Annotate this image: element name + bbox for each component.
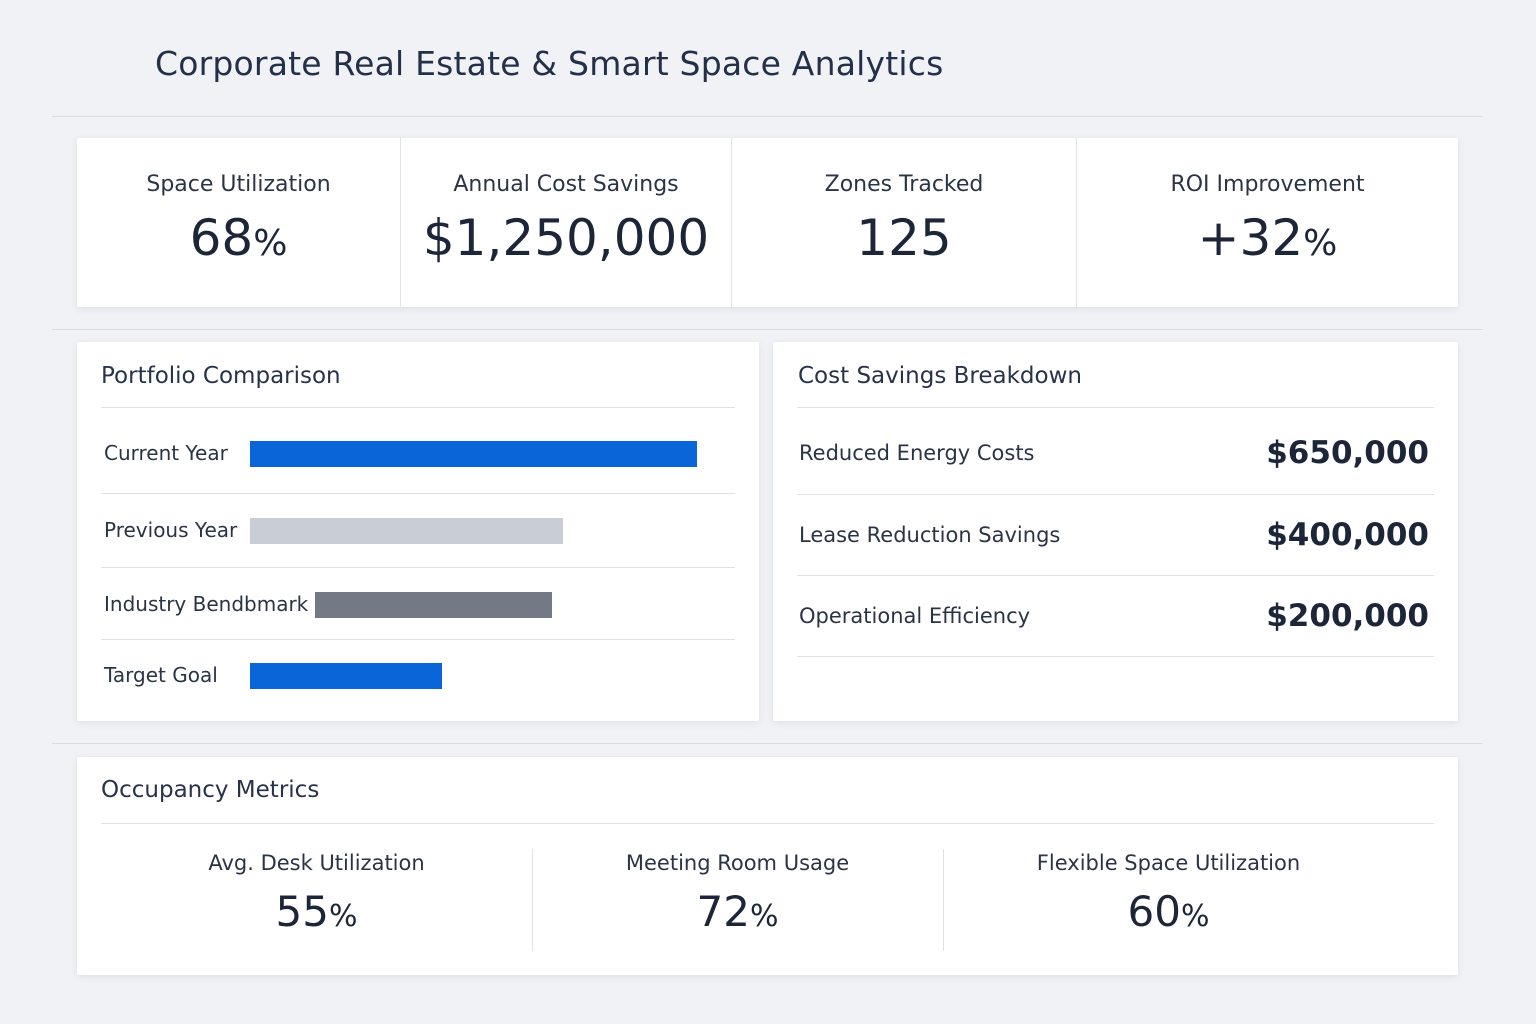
section-divider <box>52 329 1483 330</box>
bar-target-goal <box>250 663 442 689</box>
kpi-label: ROI Improvement <box>1170 172 1365 197</box>
panel-divider <box>797 407 1434 408</box>
cost-savings-panel: Cost Savings Breakdown Reduced Energy Co… <box>773 342 1458 721</box>
occupancy-metrics-panel: Occupancy Metrics Avg. Desk Utilization … <box>77 757 1458 975</box>
savings-label: Reduced Energy Costs <box>799 441 1035 465</box>
row-divider <box>101 493 735 494</box>
bar-current-year <box>250 441 697 467</box>
metric-desk-utilization: Avg. Desk Utilization 55% <box>101 851 532 951</box>
row-divider <box>101 639 735 640</box>
kpi-value: $1,250,000 <box>422 209 710 267</box>
portfolio-comparison-panel: Portfolio Comparison Current Year Previo… <box>77 342 759 721</box>
panel-title: Occupancy Metrics <box>101 777 320 803</box>
kpi-strip: Space Utilization 68% Annual Cost Saving… <box>77 138 1458 307</box>
bar-previous-year <box>250 518 563 544</box>
kpi-label: Zones Tracked <box>824 172 984 197</box>
metric-label: Avg. Desk Utilization <box>208 851 425 875</box>
panel-divider <box>101 407 735 408</box>
page-title: Corporate Real Estate & Smart Space Anal… <box>155 44 944 83</box>
metric-meeting-room-usage: Meeting Room Usage 72% <box>532 851 943 951</box>
row-divider <box>797 656 1434 657</box>
header-divider <box>52 116 1483 117</box>
bar-label: Previous Year <box>104 518 238 542</box>
metric-label: Meeting Room Usage <box>625 851 850 875</box>
kpi-space-utilization: Space Utilization 68% <box>77 138 400 307</box>
bar-label: Industry Bendbmark <box>104 592 309 616</box>
row-divider <box>101 567 735 568</box>
metric-value: 55% <box>275 887 358 936</box>
metric-value: 60% <box>1127 887 1210 936</box>
row-divider <box>797 494 1434 495</box>
kpi-annual-cost-savings: Annual Cost Savings $1,250,000 <box>400 138 731 307</box>
row-divider <box>797 575 1434 576</box>
savings-label: Lease Reduction Savings <box>799 523 1061 547</box>
metric-label: Flexible Space Utilization <box>1036 851 1301 875</box>
panel-divider <box>101 823 1434 824</box>
kpi-zones-tracked: Zones Tracked 125 <box>731 138 1076 307</box>
kpi-value: +32% <box>1197 209 1338 267</box>
metric-flexible-space-utilization: Flexible Space Utilization 60% <box>943 851 1394 951</box>
bar-label: Target Goal <box>104 663 218 687</box>
panel-title: Portfolio Comparison <box>101 363 341 389</box>
metric-value: 72% <box>696 887 779 936</box>
panel-title: Cost Savings Breakdown <box>798 363 1082 389</box>
column-divider <box>532 849 533 951</box>
bar-industry-benchmark <box>315 592 552 618</box>
kpi-roi-improvement: ROI Improvement +32% <box>1076 138 1458 307</box>
kpi-value: 125 <box>856 209 952 267</box>
column-divider <box>943 849 944 951</box>
savings-label: Operational Efficiency <box>799 604 1031 628</box>
savings-value: $400,000 <box>1266 517 1429 553</box>
kpi-label: Annual Cost Savings <box>453 172 679 197</box>
savings-value: $650,000 <box>1266 435 1429 471</box>
bar-label: Current Year <box>104 441 228 465</box>
kpi-label: Space Utilization <box>146 172 331 197</box>
kpi-value: 68% <box>189 209 288 267</box>
savings-value: $200,000 <box>1266 598 1429 634</box>
section-divider <box>52 743 1483 744</box>
